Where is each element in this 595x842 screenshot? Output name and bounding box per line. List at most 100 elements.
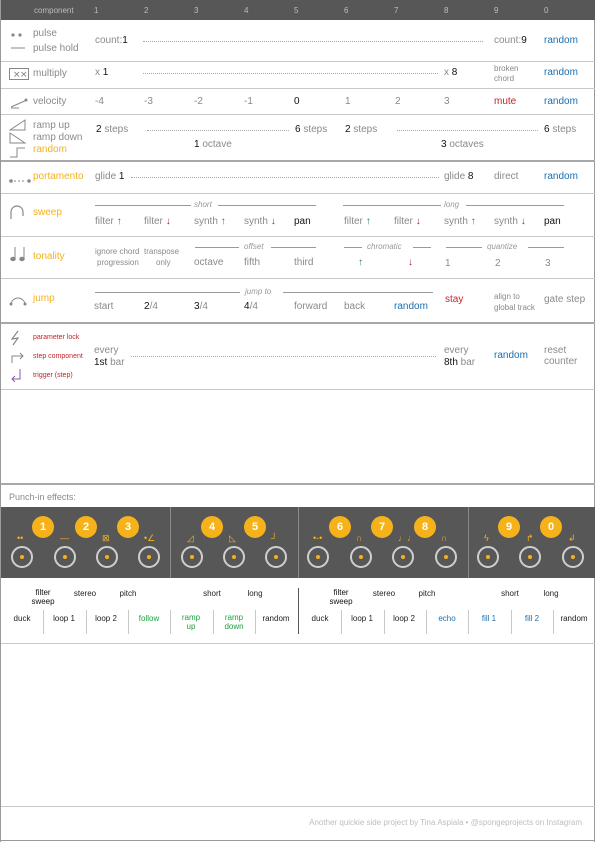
- label-long: long: [247, 589, 263, 598]
- panel-divider: [468, 507, 469, 578]
- quantize-3: 3: [545, 258, 551, 269]
- ignore-chord-2: progression: [97, 258, 139, 267]
- sweep-synth-up-long: synth ↑: [444, 216, 476, 227]
- label-pitch-2: pitch: [418, 589, 436, 598]
- knob-7[interactable]: [265, 546, 287, 568]
- ramp-2-steps-b: 2 steps: [345, 124, 378, 135]
- velocity-icon: [10, 95, 28, 114]
- ramp-6-steps: 6 steps: [295, 124, 328, 135]
- jump-stay: stay: [445, 294, 464, 305]
- short-bracket: [95, 205, 191, 206]
- every-2: every: [444, 345, 469, 356]
- multiply-icon: ⊠: [102, 533, 110, 543]
- svg-text:✕: ✕: [20, 71, 28, 81]
- pulse-label: pulse: [33, 28, 57, 39]
- key-1[interactable]: 1: [32, 516, 54, 538]
- knob-4[interactable]: [138, 546, 160, 568]
- sweep-icon: ∩: [356, 533, 363, 543]
- key-6[interactable]: 6: [329, 516, 351, 538]
- col-1: 1: [94, 6, 99, 15]
- glide-1: glide 1: [95, 171, 125, 182]
- knob-2[interactable]: [54, 546, 76, 568]
- section-divider: [1, 160, 595, 162]
- sweep-filter-up: filter ↑: [95, 216, 122, 227]
- panel-divider: [298, 507, 299, 578]
- col-2: 2: [144, 6, 149, 15]
- velocity-m1: -1: [244, 96, 253, 107]
- label-filter-sweep-2: filter sweep: [329, 588, 353, 606]
- glide-8: glide 8: [444, 171, 474, 182]
- portamento-icon: •-•: [313, 533, 323, 543]
- sweep-label: sweep: [33, 207, 62, 218]
- knob-12[interactable]: [477, 546, 499, 568]
- pulse-hold-icon: —: [60, 533, 69, 543]
- arrow-up-icon: ↑: [470, 216, 476, 227]
- jump-label: jump: [33, 293, 55, 304]
- key-7[interactable]: 7: [371, 516, 393, 538]
- lightning-icon: [10, 330, 22, 351]
- align-2: global track: [494, 303, 535, 312]
- separator: [213, 610, 214, 634]
- align-1: align to: [494, 292, 520, 301]
- bar-1st: 1st bar: [94, 357, 125, 368]
- dotted-range: [143, 73, 438, 74]
- row-divider: [1, 88, 595, 89]
- knob-3[interactable]: [96, 546, 118, 568]
- trigger-icon: [10, 368, 24, 387]
- knob-8[interactable]: [307, 546, 329, 568]
- label-ramp-down: ramp down: [224, 613, 244, 631]
- separator: [426, 610, 427, 634]
- lightning-icon: ϟ: [484, 533, 489, 543]
- knob-6[interactable]: [223, 546, 245, 568]
- section-divider: [1, 483, 595, 485]
- short-bracket: [218, 205, 316, 206]
- notes-icon: [9, 245, 27, 268]
- knob-9[interactable]: [350, 546, 372, 568]
- gate-step: gate step: [544, 294, 586, 305]
- label-short: short: [203, 589, 221, 598]
- knob-13[interactable]: [519, 546, 541, 568]
- row-divider: [1, 278, 595, 279]
- jump-start: start: [94, 301, 114, 312]
- key-0[interactable]: 0: [540, 516, 562, 538]
- quantize-bracket: [446, 247, 482, 248]
- knob-14[interactable]: [562, 546, 584, 568]
- bar-8th: 8th bar: [444, 357, 476, 368]
- sweep-pan: pan: [294, 216, 311, 227]
- key-8[interactable]: 8: [414, 516, 436, 538]
- key-3[interactable]: 3: [117, 516, 139, 538]
- label-loop-2: loop 2: [95, 614, 117, 623]
- jump-bracket: [283, 292, 433, 293]
- ramp-down-icon: ◺: [229, 533, 236, 543]
- every-random: random: [494, 350, 528, 361]
- separator: [511, 610, 512, 634]
- offset-octave: octave: [194, 257, 224, 268]
- velocity-mute: mute: [494, 96, 517, 107]
- key-5[interactable]: 5: [244, 516, 266, 538]
- velocity-icon: •∠: [144, 533, 156, 543]
- panel-divider: [170, 507, 171, 578]
- velocity-random: random: [544, 96, 578, 107]
- knob-5[interactable]: [181, 546, 203, 568]
- sweep-icon: [9, 204, 25, 225]
- sweep-filter-down: filter ↓: [144, 216, 171, 227]
- label-loop-2-2: loop 2: [393, 614, 415, 623]
- row-divider: [1, 236, 595, 237]
- separator: [43, 610, 44, 634]
- knob-1[interactable]: [11, 546, 33, 568]
- label-fill-2: fill 2: [524, 614, 540, 623]
- label-loop-1-2: loop 1: [351, 614, 373, 623]
- knob-11[interactable]: [435, 546, 457, 568]
- arrow-down-icon: ↓: [415, 216, 421, 227]
- footer-divider: [1, 806, 595, 807]
- key-9[interactable]: 9: [498, 516, 520, 538]
- key-2[interactable]: 2: [75, 516, 97, 538]
- label-fill-1: fill 1: [481, 614, 497, 623]
- velocity-m4: -4: [95, 96, 104, 107]
- offset-title: offset: [244, 242, 264, 251]
- key-4[interactable]: 4: [201, 516, 223, 538]
- col-8: 8: [444, 6, 449, 15]
- knob-10[interactable]: [392, 546, 414, 568]
- ignore-chord-1: ignore chord: [95, 247, 140, 256]
- pulse-icon: ••: [17, 533, 24, 543]
